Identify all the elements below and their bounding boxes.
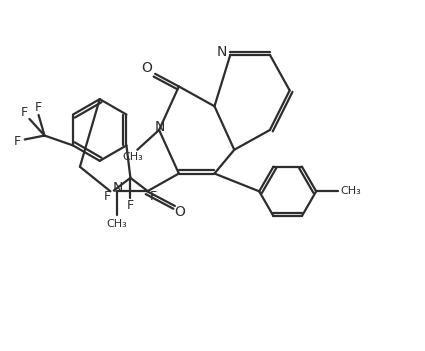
Text: N: N bbox=[155, 120, 165, 134]
Text: O: O bbox=[141, 61, 152, 75]
Text: F: F bbox=[104, 190, 111, 203]
Text: CH₃: CH₃ bbox=[122, 152, 143, 162]
Text: F: F bbox=[127, 199, 134, 212]
Text: F: F bbox=[14, 134, 21, 147]
Text: F: F bbox=[21, 106, 28, 119]
Text: N: N bbox=[112, 181, 123, 195]
Text: F: F bbox=[150, 190, 157, 203]
Text: N: N bbox=[216, 45, 227, 59]
Text: O: O bbox=[175, 205, 185, 219]
Text: F: F bbox=[34, 101, 42, 114]
Text: CH₃: CH₃ bbox=[106, 219, 127, 229]
Text: CH₃: CH₃ bbox=[340, 186, 361, 196]
